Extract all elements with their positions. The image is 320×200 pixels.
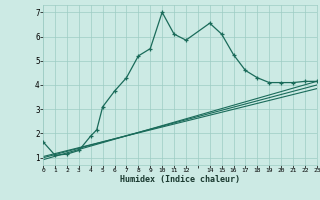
X-axis label: Humidex (Indice chaleur): Humidex (Indice chaleur) [120,175,240,184]
